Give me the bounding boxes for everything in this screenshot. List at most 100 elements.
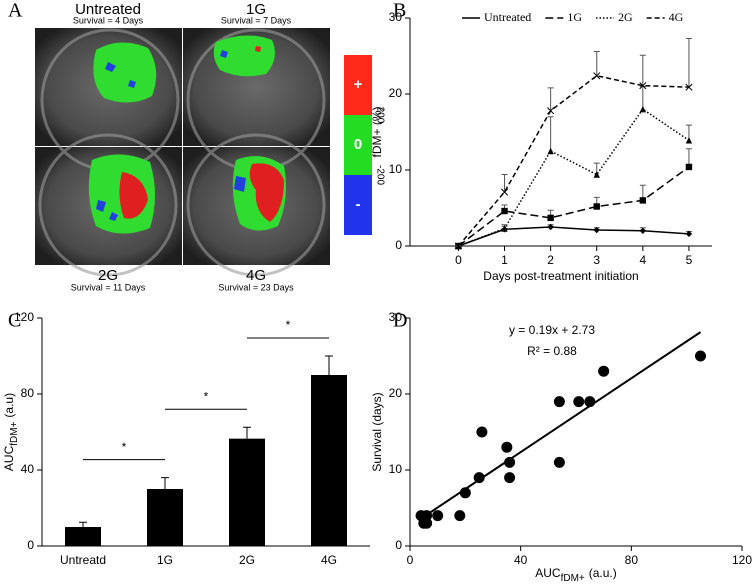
image-title: 4G: [246, 267, 266, 284]
marker: [547, 147, 554, 155]
series-line: [458, 226, 689, 247]
x-tick-label: 4G: [321, 553, 337, 567]
significance-label: *: [122, 440, 127, 454]
marker: [685, 83, 693, 91]
series-line: [457, 74, 689, 247]
marker: [593, 203, 600, 210]
image-title: 2G: [98, 267, 118, 284]
colorbar-sign: 0: [354, 136, 362, 153]
error-bar: [501, 174, 508, 193]
x-tick-label: 1G: [157, 553, 173, 567]
marker: [593, 171, 600, 178]
y-axis-label: fDM+ (%): [370, 106, 384, 157]
marker: [685, 230, 693, 238]
scatter-point: [432, 510, 444, 522]
x-tick-label: 40: [514, 553, 528, 567]
scatter-point: [573, 396, 585, 408]
scatter-point: [476, 426, 488, 438]
bar: [311, 375, 347, 546]
marker: [593, 226, 600, 234]
fdm-overlay: [88, 35, 286, 234]
y-tick-label: 40: [21, 462, 35, 476]
x-tick-label: 80: [625, 553, 639, 567]
marker: [639, 227, 647, 234]
marker: [685, 163, 693, 171]
y-tick-label: 20: [389, 86, 403, 100]
x-tick-label: 1: [501, 253, 508, 267]
scatter-point: [695, 350, 706, 362]
x-tick-label: 2G: [239, 553, 255, 567]
x-tick-label: 0: [455, 253, 462, 267]
error-bar: [547, 87, 554, 111]
image-caption: Survival = 11 Days: [71, 282, 146, 292]
axis-label-unit: (a.u): [2, 393, 16, 418]
x-axis-label: AUCfDM+ (a.u.): [535, 566, 617, 583]
marker: [547, 107, 555, 115]
bar: [147, 489, 183, 546]
bar: [229, 438, 265, 546]
x-tick-label: 2: [547, 253, 554, 267]
r-squared: R² = 0.88: [527, 344, 577, 358]
y-tick-label: 10: [389, 462, 403, 476]
axis-label-subscript: fDM+: [561, 573, 585, 584]
image-title: 1G: [246, 1, 266, 18]
marker: [501, 207, 508, 215]
x-tick-label: 3: [593, 253, 600, 267]
axis-label-text: AUC: [2, 445, 16, 471]
colorbar-threshold: 200: [374, 107, 385, 124]
error-bar: [547, 116, 554, 151]
error-bar: [685, 38, 692, 88]
y-tick-label: 30: [389, 10, 403, 24]
image-title: Untreated: [75, 1, 141, 18]
scatter-point: [473, 472, 485, 484]
regression-line: [420, 331, 702, 520]
image-caption: Survival = 4 Days: [73, 15, 144, 25]
scatter-point: [598, 365, 610, 377]
error-bar: [639, 85, 646, 110]
x-tick-label: 0: [407, 553, 414, 567]
y-tick-label: 0: [395, 538, 402, 552]
error-bar: [639, 54, 646, 86]
panel-label: B: [393, 0, 406, 22]
series-line: [458, 108, 690, 247]
colorbar-segment: [344, 175, 372, 235]
colorbar-sign: +: [354, 76, 363, 93]
scatter-point: [454, 510, 466, 522]
equation: y = 0.19x + 2.73: [509, 323, 595, 337]
scatter-point: [504, 472, 516, 484]
error-bar: [593, 50, 600, 76]
y-tick-label: 0: [395, 238, 402, 252]
y-tick-label: 120: [14, 310, 34, 324]
scatter-point: [553, 396, 565, 408]
colorbar-threshold: -200: [374, 165, 385, 185]
marker: [639, 197, 647, 204]
y-axis-label: Survival (days): [370, 392, 384, 471]
image-caption: Survival = 7 Days: [221, 15, 292, 25]
y-tick-label: 80: [21, 386, 35, 400]
marker: [685, 137, 693, 144]
legend-label: Untreated: [484, 10, 531, 24]
marker: [639, 106, 647, 113]
significance-label: *: [286, 318, 291, 332]
y-axis-label: AUCfDM+ (a.u): [2, 393, 19, 471]
image-caption: Survival = 23 Days: [218, 282, 294, 292]
error-bar: [243, 426, 251, 439]
axis-label-unit: (a.u.): [589, 566, 617, 580]
scatter-point: [504, 456, 516, 468]
colorbar-segment: [344, 115, 372, 175]
error-bar: [79, 521, 87, 527]
x-tick-label: Untreatd: [60, 553, 106, 567]
bar: [65, 527, 101, 546]
colorbar-sign: -: [356, 196, 361, 213]
marker: [639, 82, 647, 90]
marker: [501, 225, 508, 232]
panel-label: C: [8, 310, 21, 332]
x-tick-label: 4: [639, 253, 646, 267]
marker: [500, 188, 509, 196]
y-tick-label: 0: [27, 538, 34, 552]
axis-label-subscript: fDM+: [9, 421, 20, 445]
marker: [454, 242, 462, 250]
panel-label: A: [8, 0, 23, 22]
error-bar: [325, 355, 333, 375]
